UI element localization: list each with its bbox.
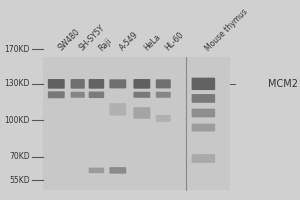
FancyBboxPatch shape — [156, 79, 171, 88]
Text: A-549: A-549 — [118, 31, 140, 53]
FancyBboxPatch shape — [89, 79, 104, 89]
Text: SW480: SW480 — [56, 28, 82, 53]
FancyBboxPatch shape — [192, 94, 215, 103]
Text: Raji: Raji — [96, 36, 113, 53]
FancyBboxPatch shape — [134, 107, 150, 119]
FancyBboxPatch shape — [134, 92, 150, 98]
FancyBboxPatch shape — [134, 79, 150, 89]
FancyBboxPatch shape — [48, 91, 65, 98]
FancyBboxPatch shape — [89, 168, 104, 173]
FancyBboxPatch shape — [48, 79, 65, 89]
FancyBboxPatch shape — [156, 115, 171, 122]
FancyBboxPatch shape — [110, 167, 126, 174]
FancyBboxPatch shape — [110, 103, 126, 116]
Text: 170KD: 170KD — [4, 45, 30, 54]
Text: 100KD: 100KD — [4, 116, 30, 125]
FancyBboxPatch shape — [192, 109, 215, 117]
FancyBboxPatch shape — [156, 92, 171, 98]
FancyBboxPatch shape — [70, 79, 85, 89]
FancyBboxPatch shape — [43, 57, 230, 190]
Text: MCM2: MCM2 — [268, 79, 298, 89]
Text: SH-SY5Y: SH-SY5Y — [78, 24, 107, 53]
Text: HeLa: HeLa — [142, 33, 162, 53]
FancyBboxPatch shape — [89, 92, 104, 98]
Text: 55KD: 55KD — [9, 176, 30, 185]
FancyBboxPatch shape — [110, 79, 126, 88]
Text: 130KD: 130KD — [4, 79, 30, 88]
FancyBboxPatch shape — [192, 124, 215, 131]
FancyBboxPatch shape — [70, 92, 85, 98]
Text: Mouse thymus: Mouse thymus — [203, 7, 249, 53]
FancyBboxPatch shape — [192, 154, 215, 163]
Text: HL-60: HL-60 — [163, 31, 185, 53]
FancyBboxPatch shape — [192, 78, 215, 90]
Text: 70KD: 70KD — [9, 152, 30, 161]
